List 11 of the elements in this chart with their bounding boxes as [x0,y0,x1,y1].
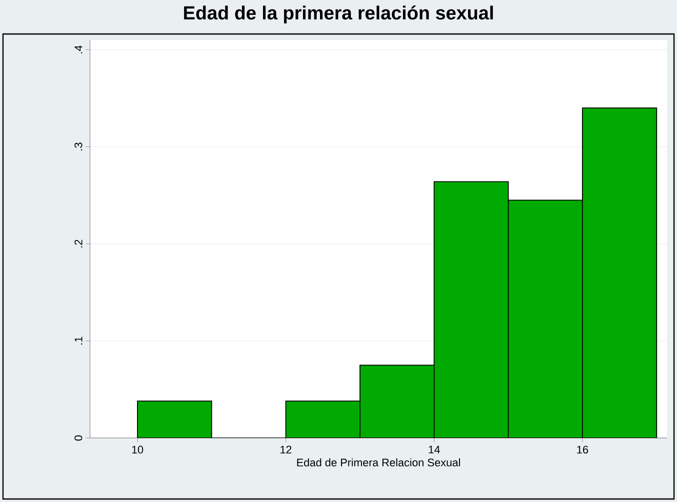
y-tick-label: .4 [74,45,82,54]
x-tick-label: 14 [428,446,440,454]
y-tick-label: 0 [74,435,82,441]
x-tick-label: 16 [577,446,588,454]
y-tick-label: .2 [74,240,82,248]
x-tick-label: 12 [280,446,292,454]
x-tick-label: 10 [132,446,144,454]
y-tick-label: .1 [74,336,82,344]
x-axis-title: Edad de Primera Relacion Sexual [297,458,460,466]
y-tick-label: .3 [74,142,82,150]
chart-title: Edad de la primera relación sexual [184,6,493,24]
